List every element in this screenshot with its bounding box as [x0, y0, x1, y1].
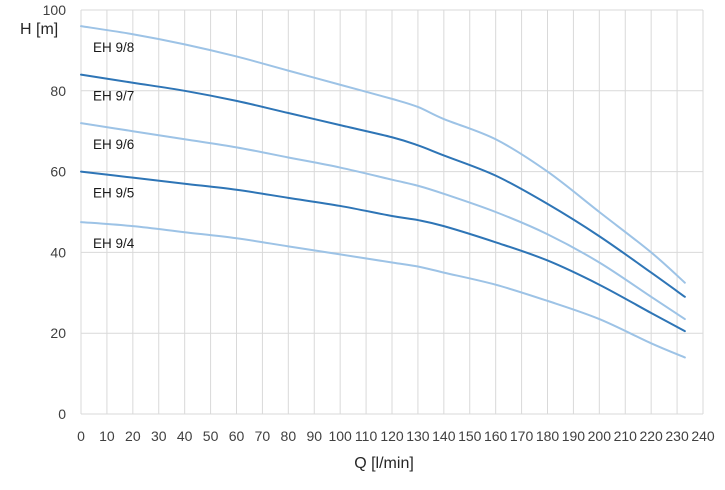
x-tick-label: 30 — [151, 428, 167, 444]
x-tick-label: 90 — [306, 428, 322, 444]
x-tick-label: 60 — [229, 428, 245, 444]
x-tick-label: 220 — [639, 428, 663, 444]
x-tick-label: 180 — [536, 428, 560, 444]
x-tick-label: 70 — [255, 428, 271, 444]
x-tick-label: 190 — [562, 428, 586, 444]
x-tick-label: 100 — [328, 428, 352, 444]
y-tick-label: 40 — [50, 244, 66, 260]
x-axis-ticks: 0 10 20 30 40 50 60 70 80 90 100 110 120 130 140 150 160… — [77, 428, 715, 444]
series-label-eh-9-4: EH 9/4 — [93, 236, 135, 251]
x-tick-label: 120 — [380, 428, 404, 444]
x-tick-label: 160 — [484, 428, 508, 444]
x-tick-label: 130 — [406, 428, 430, 444]
x-tick-label: 50 — [203, 428, 219, 444]
x-tick-label: 230 — [665, 428, 689, 444]
x-tick-label: 140 — [432, 428, 456, 444]
series-label-eh-9-8: EH 9/8 — [93, 40, 134, 55]
series-line-eh-9-7 — [80, 73, 686, 298]
x-tick-label: 20 — [125, 428, 141, 444]
series-line-eh-9-4 — [80, 221, 686, 359]
series-line-eh-9-5 — [80, 170, 686, 333]
y-axis-title: H [m] — [20, 21, 58, 38]
series-labels: EH 9/8 EH 9/7 EH 9/6 EH 9/5 EH 9/4 — [93, 40, 135, 251]
y-axis-ticks: 0 20 40 60 80 100 — [43, 2, 67, 422]
x-tick-label: 10 — [99, 428, 115, 444]
x-tick-label: 240 — [691, 428, 715, 444]
x-axis-title: Q [l/min] — [354, 455, 414, 472]
x-tick-label: 210 — [614, 428, 638, 444]
y-tick-label: 80 — [50, 83, 66, 99]
series-line-eh-9-6 — [80, 122, 686, 321]
series-line-eh-9-8 — [80, 25, 686, 284]
series-label-eh-9-7: EH 9/7 — [93, 89, 134, 104]
x-tick-label: 200 — [588, 428, 612, 444]
grid — [80, 9, 704, 415]
x-tick-label: 0 — [77, 428, 85, 444]
x-tick-label: 150 — [458, 428, 482, 444]
x-tick-label: 110 — [355, 428, 378, 444]
y-tick-label: 60 — [50, 164, 66, 180]
x-tick-label: 170 — [510, 428, 534, 444]
y-tick-label: 0 — [58, 406, 66, 422]
series-label-eh-9-5: EH 9/5 — [93, 186, 134, 201]
x-tick-label: 80 — [281, 428, 297, 444]
series-label-eh-9-6: EH 9/6 — [93, 137, 134, 152]
x-tick-label: 40 — [177, 428, 193, 444]
y-tick-label: 100 — [43, 2, 67, 18]
y-tick-label: 20 — [50, 325, 66, 341]
series-lines — [80, 25, 686, 359]
